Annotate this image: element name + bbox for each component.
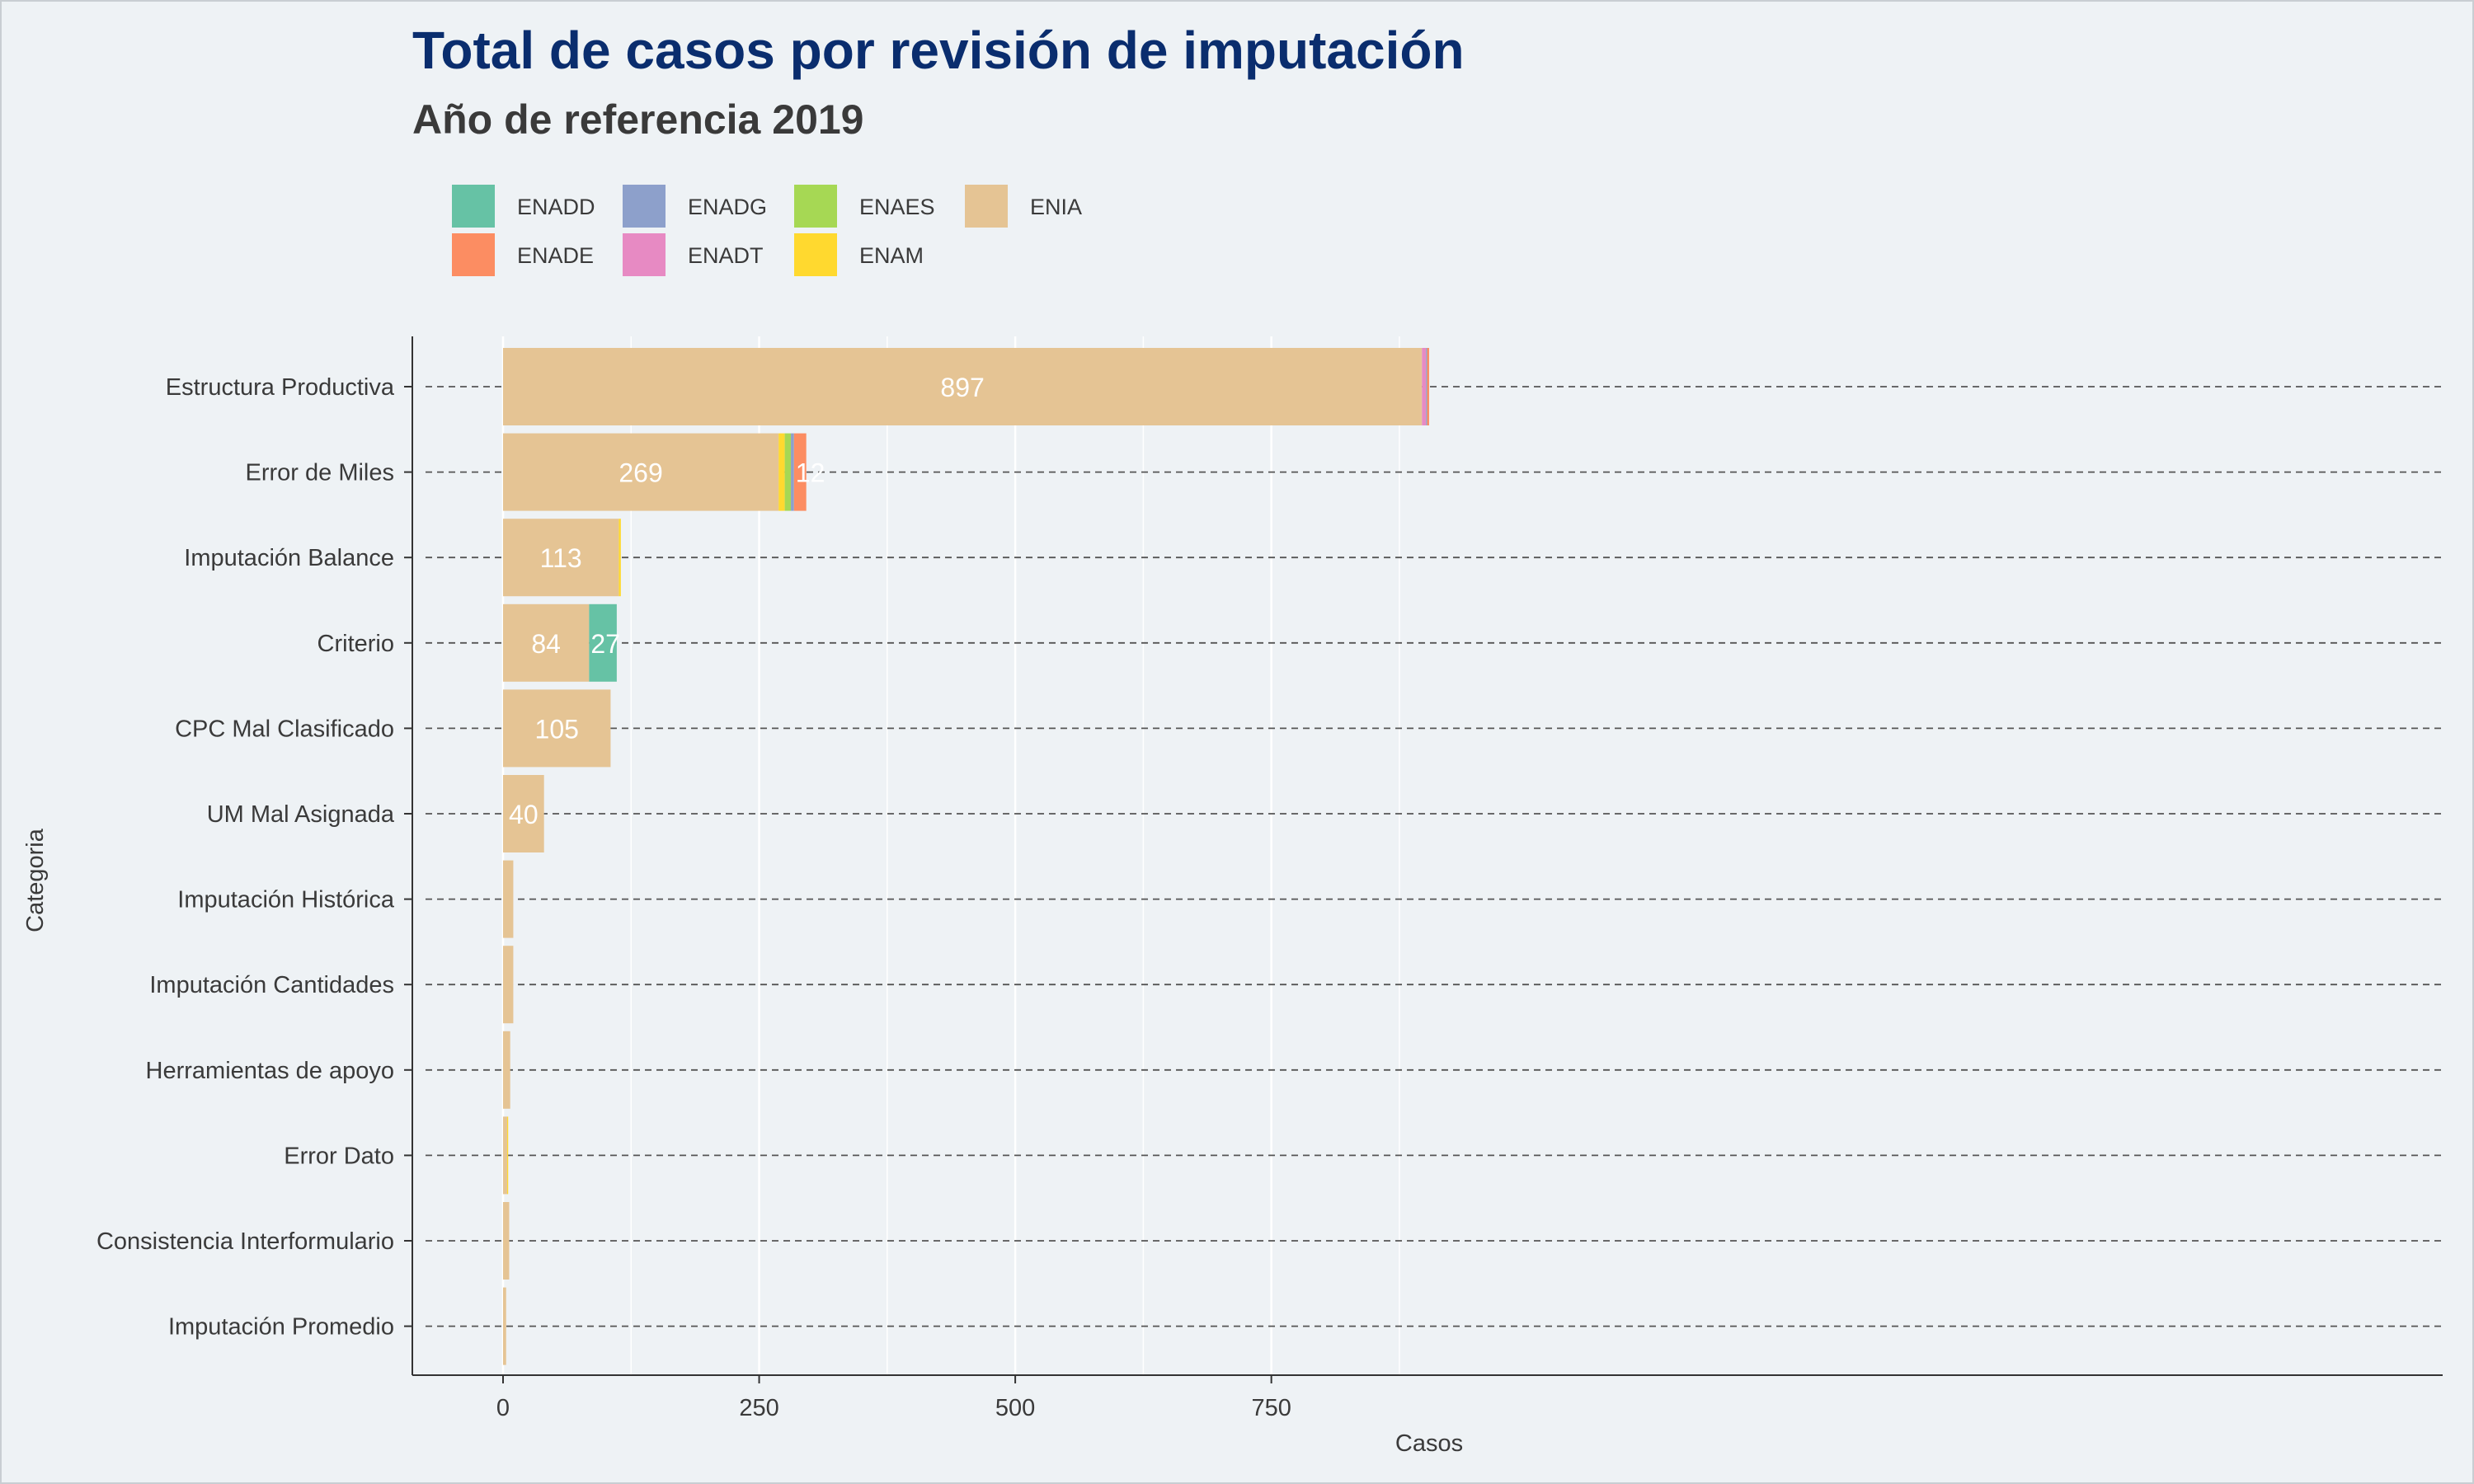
category-guide-lines (426, 386, 2443, 1327)
bar-estructura-productiva-enadg (1426, 348, 1427, 425)
bar-imputacion-balance-enia (503, 519, 619, 597)
bar-cpc-mal-clasificado-enia (503, 689, 611, 768)
y-tick-label-um-mal-asignada: UM Mal Asignada (207, 801, 395, 828)
data-label-cpc-mal-clasificado-enia: 105 (535, 714, 579, 744)
legend-swatch-enadg (623, 185, 666, 228)
data-label-um-mal-asignada-enia: 40 (509, 800, 539, 829)
y-tick-label-imputacion-historica: Imputación Histórica (177, 887, 395, 913)
y-tick-label-error-de-miles: Error de Miles (246, 460, 395, 486)
legend-swatch-enadt (623, 233, 666, 276)
data-label-imputacion-balance-enia: 113 (540, 543, 582, 573)
x-tick-labels: 0 250 500 750 (496, 1375, 1291, 1421)
bar-imputacion-promedio-enia (503, 1287, 506, 1365)
bar-imputacion-historica-enia (503, 860, 514, 938)
data-label-criterio-enadd: 27 (590, 629, 620, 659)
y-tick-label-cpc-mal-clasificado: CPC Mal Clasificado (175, 716, 394, 742)
data-label-error-de-miles-enia: 269 (618, 458, 662, 488)
chart-title: Total de casos por revisión de imputació… (412, 21, 1465, 80)
legend-swatch-enaes (794, 185, 837, 228)
x-tick-label-0: 0 (496, 1395, 510, 1421)
legend-swatch-enade (452, 233, 495, 276)
data-label-estructura-productiva-enia: 897 (940, 373, 984, 402)
y-tick-labels: Estructura Productiva Error de Miles Imput… (96, 374, 412, 1341)
bar-labels: 897 269 12 113 84 27 105 40 (509, 373, 985, 829)
legend-swatch-enadd (452, 185, 495, 228)
bar-imputacion-balance-enam (618, 519, 621, 597)
y-tick-label-error-dato: Error Dato (284, 1143, 394, 1169)
legend-swatch-enia (965, 185, 1008, 228)
x-tick-label-250: 250 (739, 1395, 778, 1421)
legend-swatch-enam (794, 233, 837, 276)
bar-error-de-miles-enia (503, 433, 779, 511)
bar-error-de-miles-enaes (784, 433, 792, 511)
y-tick-label-consistencia-interformulario: Consistencia Interformulario (96, 1228, 394, 1255)
bar-imputacion-cantidades-enia (503, 946, 514, 1024)
axes (412, 336, 2443, 1376)
y-tick-label-herramientas-de-apoyo: Herramientas de apoyo (146, 1058, 394, 1084)
y-tick-label-imputacion-balance: Imputación Balance (184, 545, 394, 571)
bar-error-dato-enia (503, 1116, 507, 1195)
y-axis-label: Categoria (22, 828, 49, 932)
legend-label-enadd: ENADD (517, 195, 595, 219)
legend-label-enam: ENAM (859, 243, 924, 268)
chart-subtitle: Año de referencia 2019 (412, 96, 864, 143)
y-tick-label-imputacion-promedio: Imputación Promedio (168, 1314, 394, 1341)
y-tick-label-estructura-productiva: Estructura Productiva (166, 374, 395, 401)
legend: ENADD ENADE ENADG ENADT ENAES ENAM ENIA (452, 185, 1082, 276)
bar-estructura-productiva-enadt (1422, 348, 1427, 425)
bar-error-de-miles-enadg (791, 433, 794, 511)
legend-label-enadg: ENADG (688, 195, 767, 219)
bar-criterio-enadd (589, 603, 617, 682)
data-label-error-de-miles-enade: 12 (796, 458, 825, 488)
legend-label-enadt: ENADT (688, 243, 764, 268)
bar-consistencia-interformulario-enia (503, 1202, 510, 1280)
bar-estructura-productiva-enia (503, 348, 1423, 425)
bar-criterio-enia (503, 603, 590, 682)
bars (503, 348, 1429, 1365)
bar-herramientas-de-apoyo-enia (503, 1031, 510, 1109)
data-label-criterio-enia: 84 (531, 629, 561, 659)
bar-error-de-miles-enam (778, 433, 785, 511)
x-tick-label-500: 500 (995, 1395, 1035, 1421)
bar-error-de-miles-enade (793, 433, 807, 511)
legend-label-enaes: ENAES (859, 195, 935, 219)
bar-error-dato-enam (506, 1116, 509, 1195)
x-axis-label: Casos (1395, 1430, 1463, 1457)
y-tick-label-imputacion-cantidades: Imputación Cantidades (149, 972, 394, 998)
bar-um-mal-asignada-enia (503, 775, 544, 852)
legend-label-enade: ENADE (517, 243, 594, 268)
y-tick-label-criterio: Criterio (317, 631, 394, 657)
bar-estructura-productiva-enade (1427, 348, 1429, 425)
x-tick-label-750: 750 (1251, 1395, 1291, 1421)
legend-label-enia: ENIA (1030, 195, 1082, 219)
